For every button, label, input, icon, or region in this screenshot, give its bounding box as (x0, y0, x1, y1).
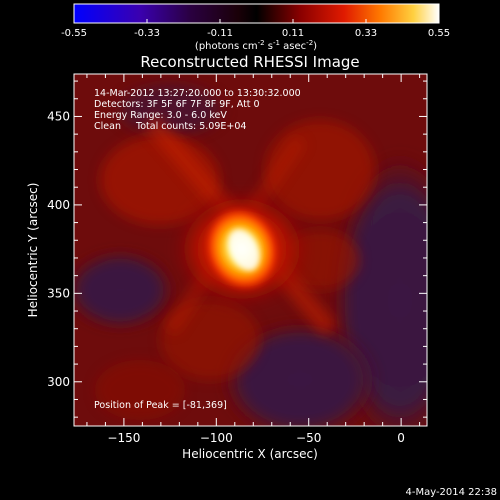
plot-frame (73, 73, 428, 427)
colorbar-tick-label: -0.33 (134, 28, 160, 39)
x-tick-label: −100 (200, 431, 233, 445)
info-line-energy: Energy Range: 3.0 - 6.0 keV (94, 110, 227, 121)
info-line-detectors: Detectors: 3F 5F 6F 7F 8F 9F, Att 0 (94, 99, 260, 110)
peak-position-label: Position of Peak = [-81,369] (94, 400, 227, 411)
colorbar-units: (photons cm-2 s-1 asec-2) (195, 39, 317, 52)
colorbar (74, 4, 439, 23)
reconstructed-image (74, 74, 427, 426)
y-tick-label: 350 (47, 286, 70, 300)
y-tick-label: 400 (47, 198, 70, 212)
y-axis-label: Heliocentric Y (arcsec) (26, 183, 40, 318)
footer-date: 4-May-2014 22:38 (405, 487, 497, 498)
colorbar-ticks: -0.55 -0.33 -0.11 0.11 0.33 0.55 (61, 19, 450, 39)
info-line-time: 14-Mar-2012 13:27:20.000 to 13:30:32.000 (94, 88, 301, 99)
observation-info: 14-Mar-2012 13:27:20.000 to 13:30:32.000… (94, 88, 301, 132)
y-axis-ticks: 300 350 400 450 (47, 80, 427, 418)
x-tick-label: −50 (296, 431, 321, 445)
colorbar-tick-label: -0.55 (61, 28, 87, 39)
x-tick-label: 0 (397, 431, 405, 445)
x-axis-ticks: −150 −100 −50 0 (86, 74, 421, 445)
info-line-clean: Clean Total counts: 5.09E+04 (94, 121, 246, 132)
colorbar-tick-label: -0.11 (207, 28, 233, 39)
colorbar-tick-label: 0.55 (428, 28, 450, 39)
y-tick-label: 300 (47, 375, 70, 389)
x-axis-label: Heliocentric X (arcsec) (182, 447, 318, 461)
plot-title: Reconstructed RHESSI Image (140, 53, 359, 71)
colorbar-tick-label: 0.33 (355, 28, 377, 39)
colorbar-tick-label: 0.11 (282, 28, 304, 39)
y-tick-label: 450 (47, 109, 70, 123)
x-tick-label: −150 (107, 431, 140, 445)
